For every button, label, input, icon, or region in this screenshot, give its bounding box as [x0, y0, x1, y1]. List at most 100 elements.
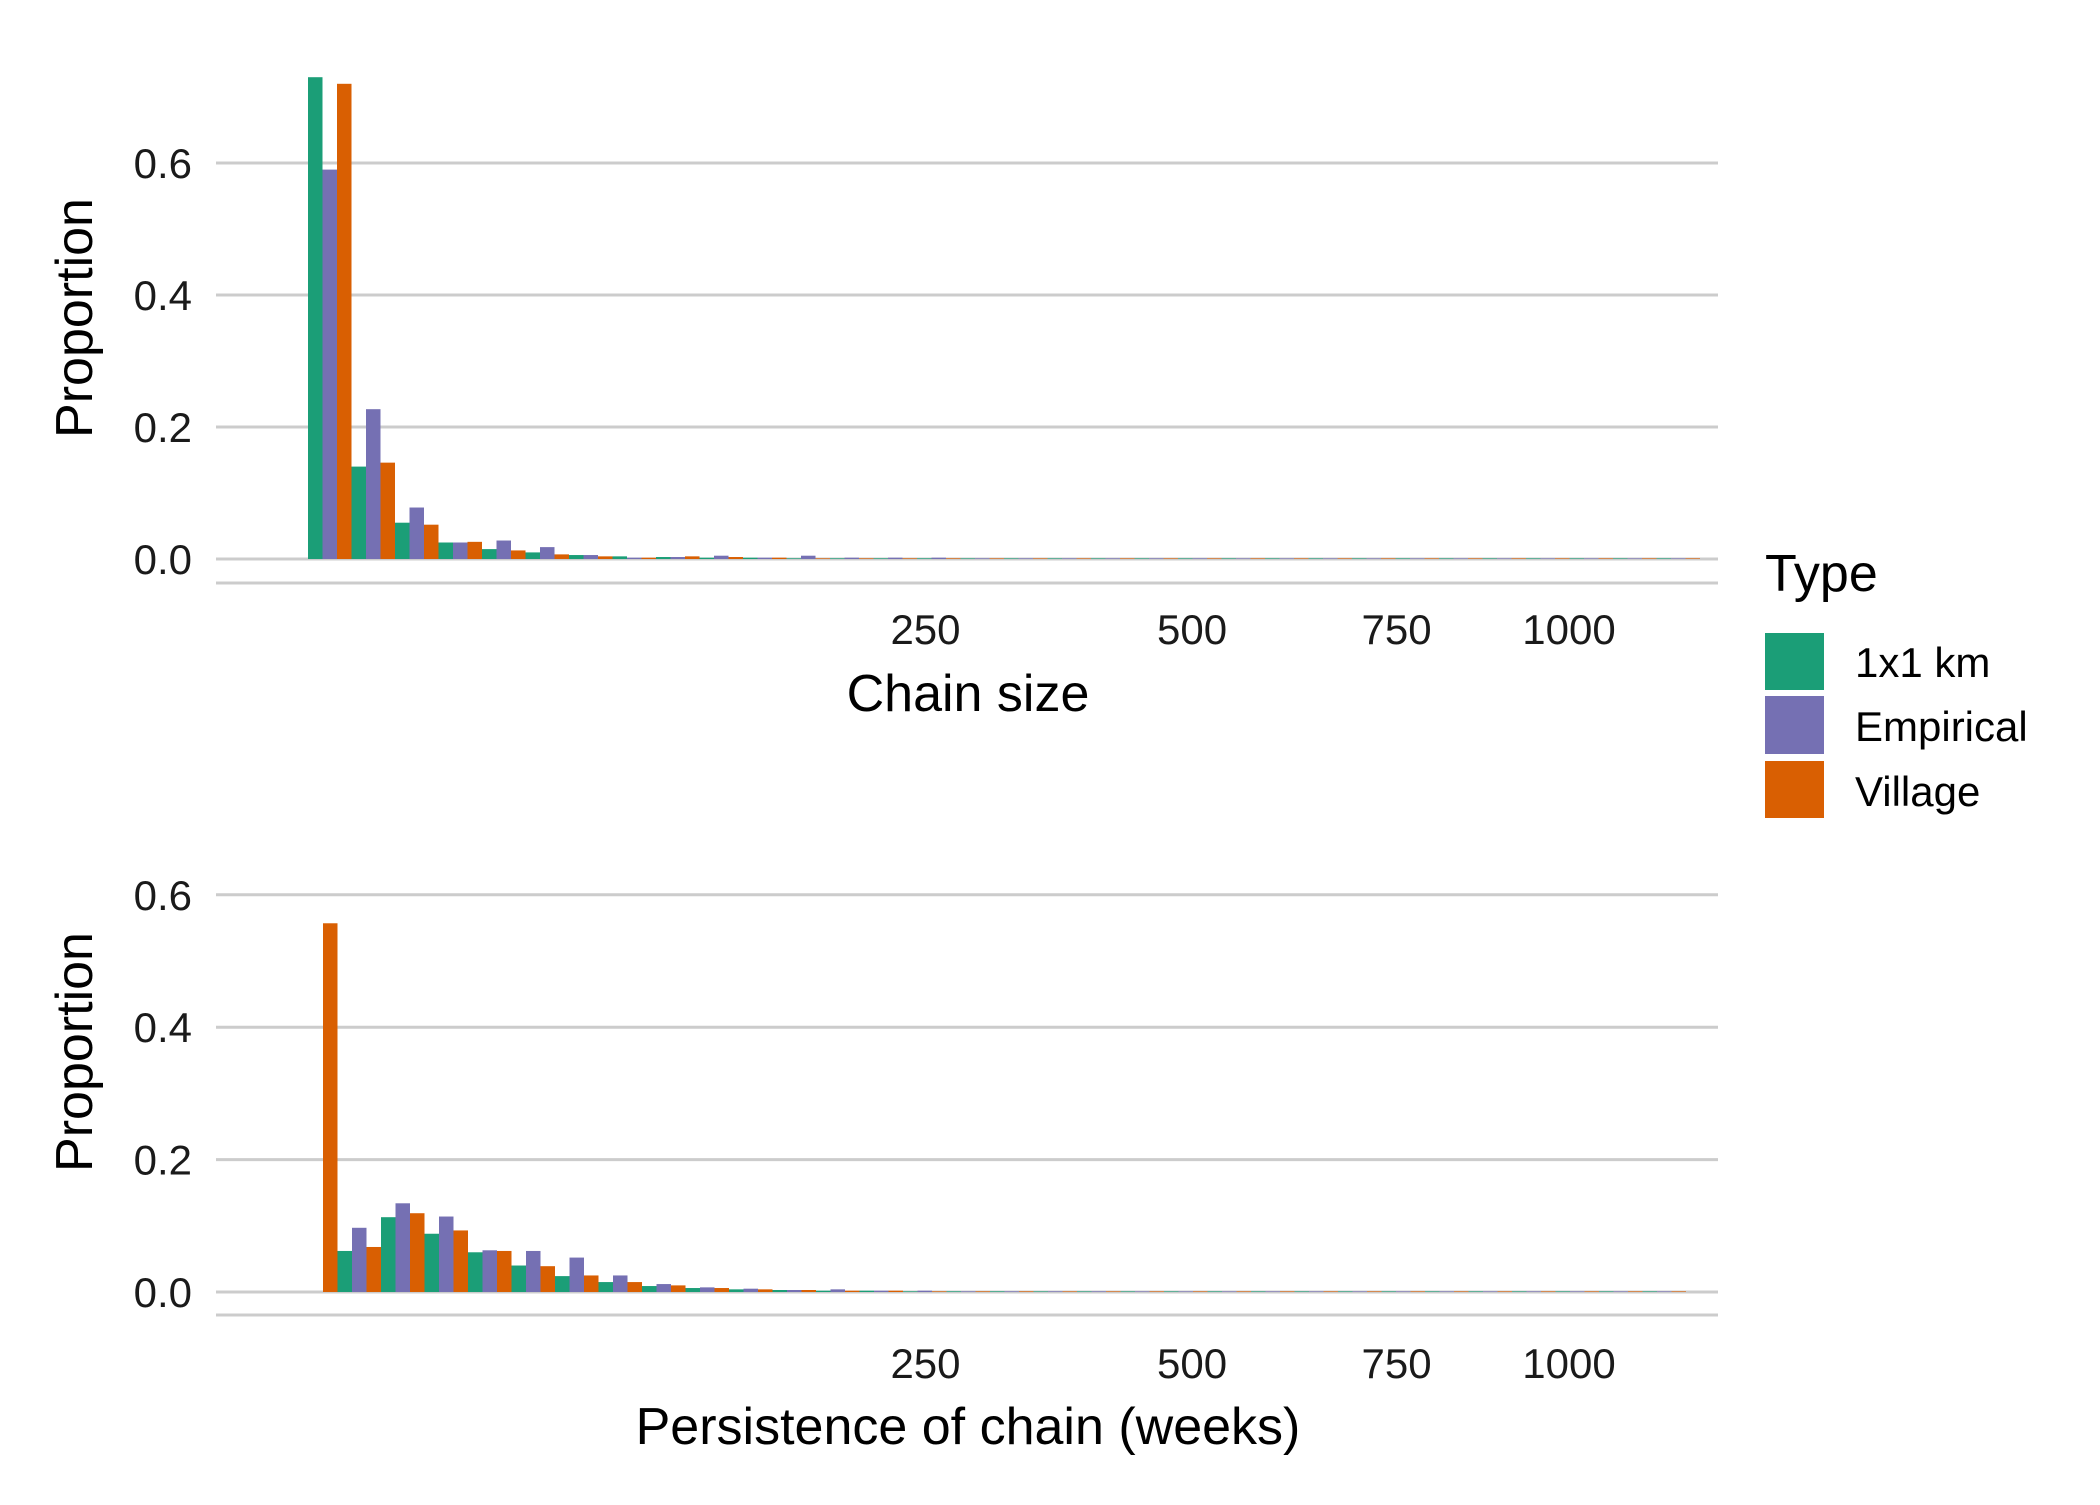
- bar-bottom-village-20: [1193, 1291, 1208, 1292]
- bar-bottom-1x1-km-24: [1338, 1291, 1353, 1292]
- bar-top-1x1-km-16: [1004, 558, 1019, 559]
- y-axis-title-bottom: Proportion: [46, 932, 104, 1172]
- bar-top-empirical-10: [757, 557, 772, 559]
- bar-top-empirical-22: [1279, 558, 1294, 559]
- bar-top-village-26: [1468, 558, 1483, 559]
- bar-bottom-1x1-km-22: [1251, 1291, 1266, 1292]
- bar-bottom-empirical-31: [1657, 1291, 1672, 1292]
- bar-top-village-16: [1033, 558, 1048, 559]
- bar-bottom-village-1: [366, 1246, 381, 1292]
- bar-bottom-village-21: [1236, 1291, 1251, 1292]
- bar-top-empirical-18: [1105, 558, 1120, 559]
- bar-bottom-empirical-14: [917, 1290, 932, 1292]
- bar-top-village-17: [1076, 558, 1091, 559]
- bar-bottom-village-4: [497, 1250, 512, 1292]
- bar-bottom-1x1-km-8: [642, 1286, 657, 1292]
- legend-swatch-1x1-km: [1765, 633, 1824, 690]
- bar-bottom-empirical-27: [1483, 1291, 1498, 1292]
- legend-label-empirical: Empirical: [1855, 703, 2028, 750]
- bar-bottom-village-17: [1062, 1291, 1077, 1292]
- bar-bottom-1x1-km-15: [946, 1291, 961, 1292]
- bar-bottom-village-6: [584, 1275, 599, 1292]
- bar-top-1x1-km-26: [1439, 558, 1454, 559]
- bar-bottom-1x1-km-7: [598, 1282, 613, 1292]
- bar-top-1x1-km-18: [1091, 558, 1106, 559]
- bar-bottom-empirical-29: [1570, 1291, 1585, 1292]
- bar-bottom-1x1-km-9: [685, 1288, 700, 1292]
- bar-bottom-village-25: [1410, 1291, 1425, 1292]
- chart-panel-bottom: 0.0 0.2 0.4 0.6 250 500 750 1000 Persistence o…: [46, 872, 1718, 1456]
- bar-bottom-empirical-28: [1526, 1291, 1541, 1292]
- bar-bottom-empirical-13: [874, 1290, 889, 1292]
- chart-panel-top: 0.0 0.2 0.4 0.6 250 500 750 1000 Chain size Pr…: [46, 77, 1718, 723]
- bar-bottom-1x1-km-26: [1425, 1291, 1440, 1292]
- y-tick-label-top-0-0: 0.0: [134, 536, 192, 583]
- x-axis-title-top: Chain size: [847, 665, 1090, 723]
- bar-bottom-empirical-5: [526, 1250, 541, 1292]
- legend-swatch-empirical: [1765, 696, 1824, 754]
- bar-bottom-empirical-18: [1091, 1291, 1106, 1292]
- bar-bottom-empirical-10: [743, 1288, 758, 1292]
- x-tick-labels-top: 250 500 750 1000: [890, 606, 1615, 653]
- bar-top-1x1-km-5: [525, 552, 540, 559]
- legend-entry-1x1-km: 1x1 km: [1765, 633, 1990, 690]
- bar-bottom-village-9: [714, 1288, 729, 1292]
- bar-top-1x1-km-11: [786, 558, 801, 559]
- x-tick-label-top-750: 750: [1362, 606, 1432, 653]
- bar-bottom-village-28: [1541, 1291, 1556, 1292]
- bar-bottom-empirical-4: [482, 1250, 497, 1292]
- bar-bottom-village-31: [1671, 1291, 1686, 1292]
- bar-bottom-1x1-km-5: [511, 1265, 526, 1292]
- bar-top-village-7: [641, 557, 656, 559]
- bar-bottom-1x1-km-6: [555, 1276, 570, 1292]
- bar-bottom-empirical-16: [1004, 1291, 1019, 1292]
- bar-top-1x1-km-2: [395, 522, 410, 559]
- bar-top-village-4: [511, 550, 526, 559]
- bar-bottom-1x1-km-16: [990, 1291, 1005, 1292]
- bar-top-empirical-27: [1497, 558, 1512, 559]
- bar-top-village-29: [1598, 558, 1613, 559]
- y-tick-label-top-0-2: 0.2: [134, 404, 192, 451]
- bar-top-1x1-km-12: [830, 558, 845, 559]
- bar-bottom-1x1-km-11: [772, 1290, 787, 1292]
- bar-bottom-empirical-17: [1048, 1291, 1063, 1292]
- bar-top-village-2: [424, 524, 439, 559]
- bar-bottom-1x1-km-29: [1555, 1291, 1570, 1292]
- bar-top-village-22: [1294, 558, 1309, 559]
- bar-top-empirical-17: [1062, 558, 1077, 559]
- bar-top-1x1-km-20: [1178, 558, 1193, 559]
- bar-top-village-14: [946, 558, 961, 559]
- bar-bottom-1x1-km-30: [1599, 1291, 1614, 1292]
- bar-bottom-empirical-23: [1309, 1291, 1324, 1292]
- bar-top-1x1-km-7: [612, 556, 627, 559]
- bar-bottom-1x1-km-14: [903, 1291, 918, 1292]
- bar-top-1x1-km-30: [1613, 558, 1628, 559]
- bar-bottom-village-29: [1584, 1291, 1599, 1292]
- bar-top-village-27: [1511, 558, 1526, 559]
- bar-bottom-village-11: [801, 1290, 816, 1292]
- y-tick-label-bottom-0-0: 0.0: [134, 1269, 192, 1316]
- bar-top-empirical-6: [583, 555, 598, 559]
- bar-bottom-empirical-6: [569, 1257, 584, 1292]
- bar-bottom-village-16: [1019, 1291, 1034, 1292]
- bar-top-1x1-km-25: [1395, 558, 1410, 559]
- gridlines-top: [216, 161, 1718, 561]
- bar-bottom-village-23: [1323, 1291, 1338, 1292]
- bars-bottom: [323, 923, 1686, 1292]
- bar-top-village-20: [1207, 558, 1222, 559]
- bar-bottom-1x1-km-1: [337, 1250, 352, 1292]
- bar-bottom-empirical-20: [1178, 1291, 1193, 1292]
- y-axis-title-top: Proportion: [46, 198, 104, 438]
- bar-top-1x1-km-6: [569, 555, 584, 559]
- bar-top-empirical-4: [496, 540, 511, 559]
- bar-bottom-village-24: [1367, 1291, 1382, 1292]
- bar-bottom-village-15: [975, 1291, 990, 1292]
- bar-top-village-1: [380, 462, 395, 559]
- y-tick-label-bottom-0-4: 0.4: [134, 1004, 192, 1051]
- bar-top-empirical-29: [1584, 558, 1599, 559]
- bar-bottom-1x1-km-2: [381, 1217, 396, 1292]
- bar-top-empirical-19: [1149, 558, 1164, 559]
- bar-top-1x1-km-24: [1352, 558, 1367, 559]
- bar-bottom-empirical-7: [613, 1275, 628, 1292]
